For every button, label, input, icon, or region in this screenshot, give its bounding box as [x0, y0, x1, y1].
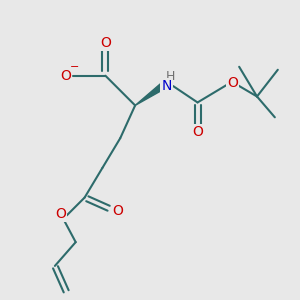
- Text: O: O: [55, 207, 66, 221]
- Polygon shape: [135, 82, 167, 105]
- Text: N: N: [161, 79, 172, 93]
- Text: −: −: [70, 62, 80, 72]
- Text: O: O: [112, 204, 123, 218]
- Text: O: O: [100, 36, 111, 50]
- Text: O: O: [60, 69, 71, 83]
- Text: H: H: [166, 70, 175, 83]
- Text: O: O: [227, 76, 238, 90]
- Text: O: O: [192, 125, 203, 139]
